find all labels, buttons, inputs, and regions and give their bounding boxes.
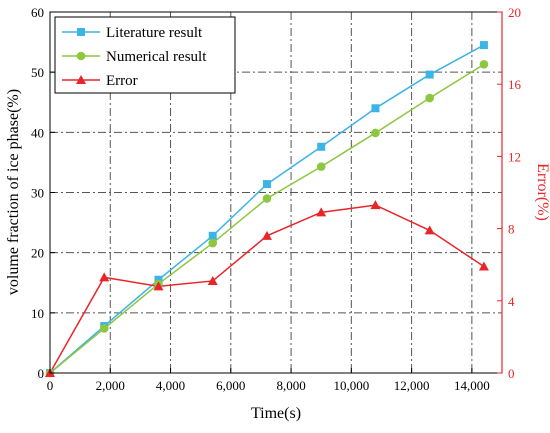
data-point xyxy=(479,41,488,50)
data-point xyxy=(207,275,218,285)
legend-marker xyxy=(76,51,86,61)
y-right-tick-label: 12 xyxy=(508,149,521,164)
data-point xyxy=(317,142,326,151)
data-point xyxy=(316,207,327,217)
x-axis-title: Time(s) xyxy=(251,405,301,422)
y-left-tick-label: 20 xyxy=(31,246,44,261)
x-tick-label: 2,000 xyxy=(96,378,125,393)
y-right-tick-label: 4 xyxy=(508,294,515,309)
y-left-tick-label: 40 xyxy=(31,125,44,140)
axis-ticks xyxy=(49,11,503,374)
y-right-tick-label: 16 xyxy=(508,77,522,92)
legend-marker xyxy=(77,28,85,36)
legend-label: Literature result xyxy=(106,25,203,41)
data-point xyxy=(208,238,218,248)
y-axis-left-title: volume fraction of ice phase(%) xyxy=(5,89,22,295)
y-right-tick-label: 8 xyxy=(508,222,515,237)
data-point xyxy=(262,194,272,203)
y-left-tick-label: 50 xyxy=(31,65,44,80)
y-left-tick-label: 10 xyxy=(31,306,44,321)
x-tick-label: 12,000 xyxy=(394,378,430,393)
y-left-tick-label: 30 xyxy=(31,186,44,201)
data-point xyxy=(262,180,271,189)
series-line-2 xyxy=(49,63,485,374)
legend: Literature result Numerical result Error xyxy=(54,16,236,94)
data-point xyxy=(316,162,326,171)
tick-labels: 0 2,000 4,000 6,000 8,000 10,000 12,000 14,000 0… xyxy=(31,5,522,393)
data-point xyxy=(371,128,380,138)
data-point xyxy=(208,231,217,240)
series-line-3 xyxy=(49,204,485,374)
x-tick-label: 4,000 xyxy=(156,378,185,393)
series-line-1 xyxy=(49,44,485,374)
legend-label: Numerical result xyxy=(106,49,207,65)
data-point xyxy=(153,281,164,291)
data-point xyxy=(478,261,489,271)
legend-marker xyxy=(76,75,86,84)
x-tick-label: 14,000 xyxy=(454,378,490,393)
x-tick-label: 10,000 xyxy=(333,378,369,393)
y-left-tick-label: 0 xyxy=(38,366,45,381)
data-point xyxy=(261,230,272,240)
legend-label: Error xyxy=(106,73,138,89)
series-lines xyxy=(49,44,485,374)
y-right-tick-label: 0 xyxy=(508,366,515,381)
data-point xyxy=(371,104,380,113)
y-axis-right-title: Error(%) xyxy=(534,163,550,221)
y-right-tick-label: 20 xyxy=(508,5,521,20)
data-point xyxy=(425,93,434,103)
y-left-tick-label: 60 xyxy=(31,5,44,20)
data-point xyxy=(99,272,110,282)
x-tick-label: 6,000 xyxy=(216,378,245,393)
data-point xyxy=(424,225,435,235)
data-point xyxy=(425,70,434,79)
data-point xyxy=(99,324,109,333)
x-tick-label: 0 xyxy=(47,378,54,393)
data-point xyxy=(370,200,381,210)
data-point xyxy=(479,60,489,69)
x-tick-label: 8,000 xyxy=(276,378,305,393)
